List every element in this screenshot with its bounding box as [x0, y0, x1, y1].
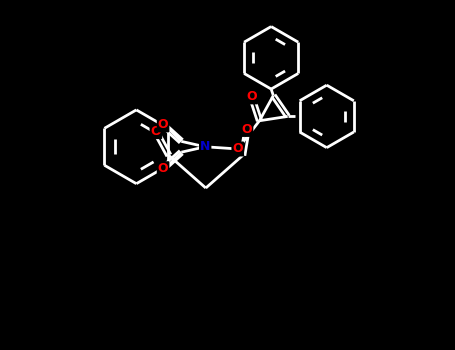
- Text: O: O: [158, 162, 168, 175]
- Text: O: O: [246, 90, 257, 103]
- Text: N: N: [200, 140, 210, 153]
- Text: O: O: [158, 118, 168, 131]
- Text: O: O: [151, 125, 161, 138]
- Text: O: O: [242, 123, 253, 136]
- Text: O: O: [233, 142, 243, 155]
